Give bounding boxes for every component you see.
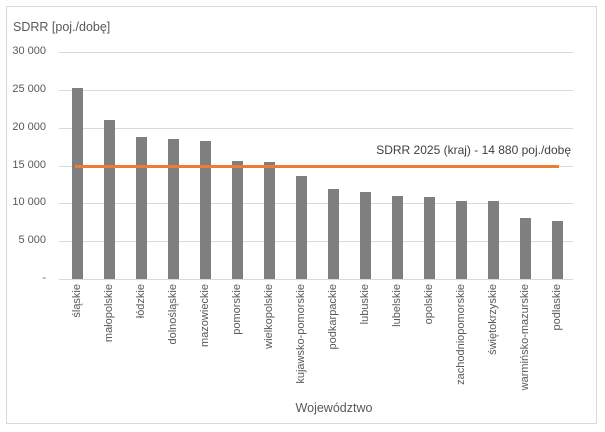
bar-dolnośląskie	[167, 139, 179, 279]
y-tick-label-10000: 10 000	[12, 196, 46, 208]
bar-opolskie	[423, 197, 435, 279]
gridline-5000	[59, 241, 573, 242]
bar-pomorskie	[231, 161, 243, 279]
bar-zachodniopomorskie	[455, 200, 467, 279]
category-label-pomorskie: pomorskie	[231, 284, 243, 335]
category-label-opolskie: opolskie	[423, 284, 435, 325]
gridline-0	[59, 279, 573, 280]
bar-warmińsko-mazurskie	[519, 218, 531, 279]
category-label-łódzkie: łódzkie	[135, 284, 147, 319]
y-tick-label-20000: 20 000	[12, 121, 46, 133]
bar-lubuskie	[359, 192, 371, 279]
category-label-zachodniopomorskie: zachodniopomorskie	[455, 284, 467, 385]
gridline-20000	[59, 128, 573, 129]
category-label-świętokrzyskie: świętokrzyskie	[487, 284, 499, 355]
category-label-podlaskie: podlaskie	[551, 284, 563, 331]
category-label-lubelskie: lubelskie	[391, 284, 403, 327]
gridline-10000	[59, 203, 573, 204]
category-label-małopolskie: małopolskie	[103, 284, 115, 343]
bar-lubelskie	[391, 195, 403, 279]
bar-łódzkie	[135, 136, 147, 279]
bar-podlaskie	[551, 221, 563, 279]
category-label-dolnośląskie: dolnośląskie	[167, 284, 179, 345]
category-label-mazowieckie: mazowieckie	[199, 284, 211, 347]
bar-wielkopolskie	[263, 162, 275, 279]
bar-kujawsko-pomorskie	[295, 176, 307, 279]
bar-mazowieckie	[199, 140, 211, 279]
category-label-podkarpackie: podkarpackie	[327, 284, 339, 350]
y-tick-label-0: -	[42, 272, 46, 284]
reference-line-label: SDRR 2025 (kraj) - 14 880 poj./dobę	[376, 143, 571, 157]
x-axis-title: Województwo	[295, 401, 373, 415]
y-tick-label-15000: 15 000	[12, 159, 46, 171]
y-tick-label-25000: 25 000	[12, 83, 46, 95]
bar-świętokrzyskie	[487, 201, 499, 279]
category-label-kujawsko-pomorskie: kujawsko-pomorskie	[295, 284, 307, 384]
gridline-30000	[59, 52, 573, 53]
y-axis-title: SDRR [poj./dobę]	[13, 20, 111, 34]
reference-line	[75, 164, 559, 168]
bar-małopolskie	[103, 120, 115, 279]
category-label-wielkopolskie: wielkopolskie	[263, 284, 275, 349]
bar-podkarpackie	[327, 188, 339, 279]
category-label-lubuskie: lubuskie	[359, 284, 371, 325]
gridline-25000	[59, 90, 573, 91]
y-tick-label-30000: 30 000	[12, 45, 46, 57]
bar-śląskie	[71, 88, 83, 279]
y-tick-label-5000: 5 000	[18, 234, 46, 246]
category-label-warmińsko-mazurskie: warmińsko-mazurskie	[519, 284, 531, 391]
category-label-śląskie: śląskie	[71, 284, 83, 318]
